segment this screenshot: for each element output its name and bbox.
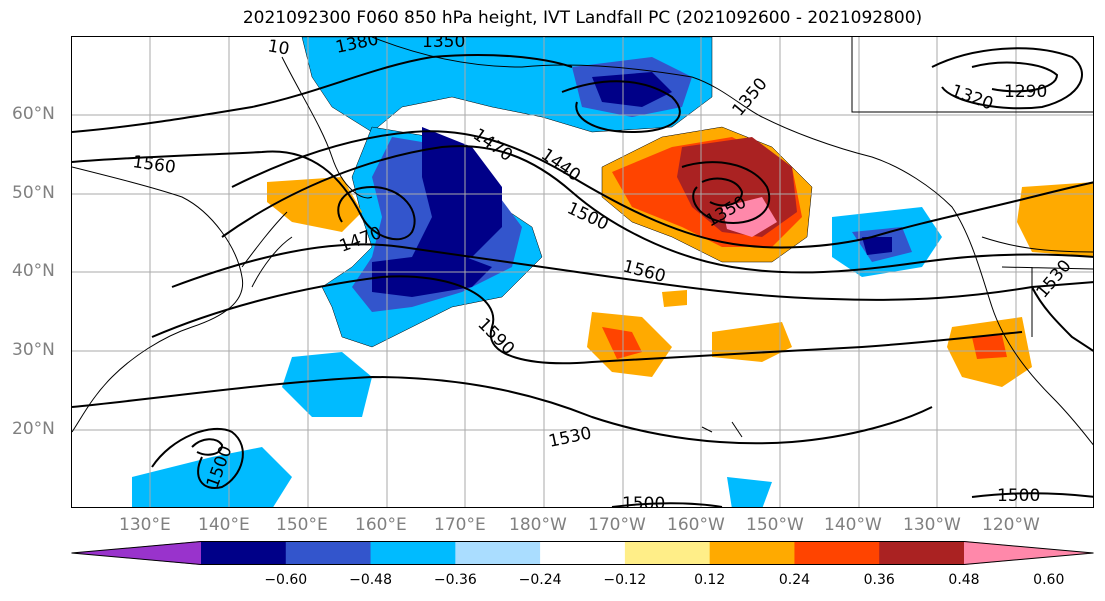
lon-label: 140°E bbox=[198, 515, 250, 535]
lat-label: 40°N bbox=[12, 261, 55, 281]
contour-label: 1500 bbox=[997, 486, 1040, 506]
ivt-map: 10 1380 1350 1350 1290 1320 1470 1440 15… bbox=[72, 37, 1093, 508]
colorbar-bin bbox=[624, 541, 711, 565]
contour-label: 1590 bbox=[473, 314, 518, 359]
coastlines bbox=[72, 37, 1093, 446]
ivt-positive-region bbox=[972, 335, 1007, 359]
ivt-negative-region bbox=[282, 352, 372, 417]
ivt-positive-region bbox=[267, 177, 362, 232]
map-panel: 10 1380 1350 1350 1290 1320 1470 1440 15… bbox=[71, 36, 1094, 508]
lon-label: 150°W bbox=[746, 515, 804, 535]
lat-label: 50°N bbox=[12, 183, 55, 203]
colorbar-tick-label: −0.60 bbox=[264, 572, 308, 588]
ivt-positive-region bbox=[1017, 182, 1093, 257]
contour-label: 1350 bbox=[729, 74, 772, 120]
colorbar-bin bbox=[794, 541, 880, 565]
height-contours bbox=[72, 47, 1093, 507]
ivt-negative-region bbox=[132, 447, 292, 507]
colorbar-tick-label: −0.24 bbox=[518, 572, 562, 588]
lon-label: 180°W bbox=[509, 515, 567, 535]
lon-label: 170°E bbox=[434, 515, 486, 535]
colorbar bbox=[71, 541, 1094, 565]
colorbar-tick-label: 0.12 bbox=[694, 572, 726, 588]
map-title: 2021092300 F060 850 hPa height, IVT Land… bbox=[242, 8, 923, 28]
colorbar-bin bbox=[455, 541, 541, 565]
ivt-positive-region bbox=[722, 197, 777, 237]
lon-label: 130°W bbox=[903, 515, 961, 535]
ivt-negative-region bbox=[412, 127, 502, 267]
colorbar-bin bbox=[879, 541, 965, 565]
colorbar-tick-label: 0.48 bbox=[948, 572, 980, 588]
colorbar-tick-label: 0.36 bbox=[863, 572, 895, 588]
lon-label: 140°W bbox=[824, 515, 882, 535]
colorbar-bin bbox=[709, 541, 795, 565]
contour-label: 1530 bbox=[1033, 256, 1076, 302]
colorbar-extend-high bbox=[964, 541, 1094, 565]
lat-label: 20°N bbox=[12, 419, 55, 439]
contour-label: 1350 bbox=[422, 37, 465, 52]
lon-label: 130°E bbox=[119, 515, 171, 535]
lon-label: 160°E bbox=[355, 515, 407, 535]
lon-label: 160°W bbox=[667, 515, 725, 535]
contour-label: 1290 bbox=[1004, 82, 1047, 102]
ivt-negative-region bbox=[727, 477, 772, 507]
contour-label: 1530 bbox=[547, 423, 593, 452]
colorbar-outline bbox=[71, 541, 1094, 565]
lat-label: 60°N bbox=[12, 104, 55, 124]
colorbar-tick-label: 0.60 bbox=[1033, 572, 1065, 588]
contour-label: 10 bbox=[266, 37, 291, 60]
colorbar-bin bbox=[285, 541, 372, 565]
lon-label: 170°W bbox=[588, 515, 646, 535]
contour-label: 1320 bbox=[948, 81, 995, 115]
lon-label: 120°W bbox=[982, 515, 1040, 535]
lat-label: 30°N bbox=[12, 340, 55, 360]
contour-label: 1500 bbox=[622, 494, 665, 508]
colorbar-bin bbox=[540, 541, 626, 565]
lon-label: 150°E bbox=[276, 515, 328, 535]
colorbar-tick-label: −0.36 bbox=[433, 572, 477, 588]
colorbar-tick-label: 0.24 bbox=[778, 572, 811, 588]
ivt-positive-region bbox=[662, 290, 687, 307]
colorbar-tick-label: −0.48 bbox=[349, 572, 392, 588]
colorbar-extend-low bbox=[71, 541, 201, 565]
ivt-negative-region bbox=[862, 237, 892, 255]
colorbar-tick-label: −0.12 bbox=[603, 572, 647, 588]
colorbar-bin bbox=[370, 541, 456, 565]
colorbar-bin bbox=[201, 541, 287, 565]
